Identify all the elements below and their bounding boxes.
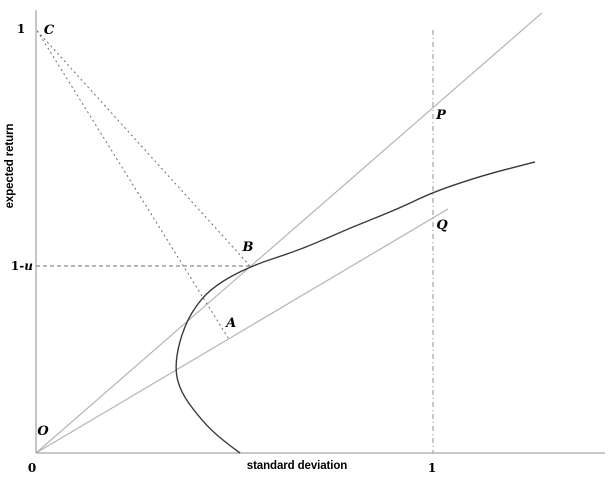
x-tick-1: 1 [428, 461, 436, 475]
ray-O-B-P [35, 12, 543, 454]
efficient-frontier-curve [175, 161, 536, 454]
dashed-C-to-B [36, 30, 251, 267]
x-axis-title: standard deviation [246, 460, 348, 472]
point-label-O: O [37, 424, 49, 439]
point-label-P: P [435, 108, 447, 123]
point-label-B: B [241, 240, 253, 255]
point-label-Q: Q [436, 218, 448, 233]
dashed-C-to-A [36, 30, 229, 339]
ray-O-A-Q [35, 208, 449, 454]
point-label-A: A [224, 316, 236, 331]
y-axis-title: expected return [4, 123, 16, 209]
x-tick-0: 0 [28, 461, 36, 475]
y-tick-1: 1 [17, 22, 25, 36]
point-label-C: C [44, 23, 55, 38]
y-tick-1-minus-u: 1-u [11, 259, 33, 273]
